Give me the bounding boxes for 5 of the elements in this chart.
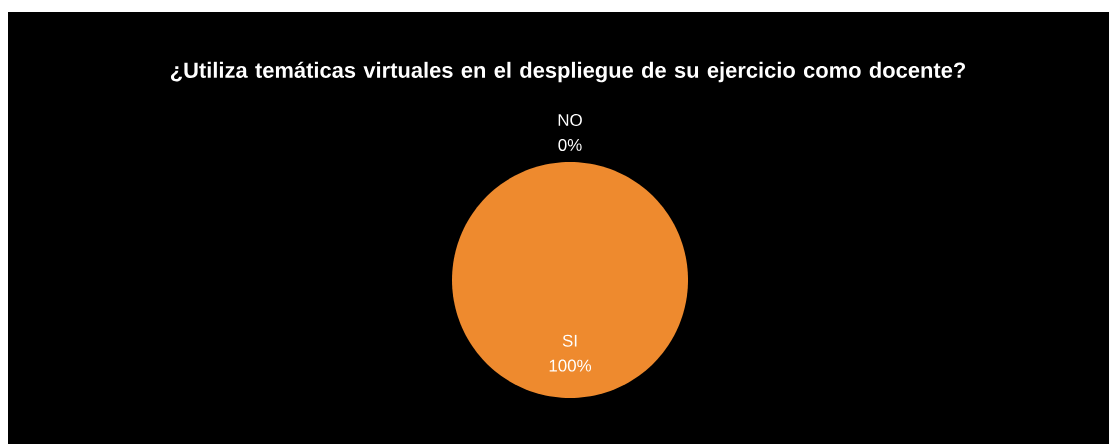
category-label: NO	[558, 114, 582, 127]
slice-label: SI	[562, 334, 577, 347]
text: 0%	[558, 138, 582, 151]
data-label: 100%	[549, 359, 592, 372]
chart-title: ¿Utiliza temáticas virtuales en el despliegue de su ejercicio como docente?	[170, 61, 965, 83]
